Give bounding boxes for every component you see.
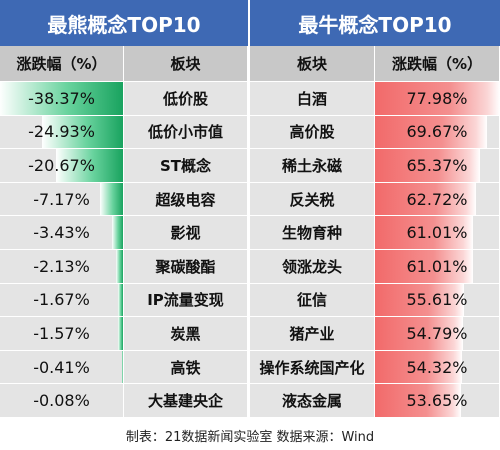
- bull-sector-name: 猪产业: [250, 317, 375, 351]
- bear-change-value: -20.67%: [28, 155, 95, 175]
- bear-sector-name: 超级电容: [124, 182, 248, 217]
- bear-bar: [99, 182, 123, 216]
- bull-sector-name: 领涨龙头: [250, 250, 375, 284]
- bull-change-cell: 62.72%: [375, 182, 500, 217]
- bull-change-cell: 61.01%: [375, 250, 500, 284]
- bear-change-cell: -1.57%: [0, 317, 124, 351]
- bull-change-value: 69.67%: [406, 122, 468, 142]
- bear-sector-name: 炭黑: [124, 317, 248, 351]
- bear-change-cell: -38.37%: [0, 82, 124, 116]
- bear-bar: [116, 250, 123, 283]
- source-footer: 制表：21数据新闻实验室 数据来源：Wind: [0, 420, 500, 450]
- bull-change-value: 54.79%: [406, 323, 468, 343]
- bull-sector-name: 高价股: [250, 115, 375, 150]
- bull-change-cell: 55.61%: [375, 283, 500, 318]
- bear-change-value: -2.13%: [33, 256, 90, 276]
- bear-bar: [117, 283, 123, 317]
- bear-sector-name: IP流量变现: [124, 283, 248, 318]
- bull-title: 最牛概念TOP10: [250, 0, 500, 46]
- bull-change-cell: 65.37%: [375, 149, 500, 183]
- bull-bar: [375, 250, 473, 283]
- bear-change-cell: -24.93%: [0, 115, 124, 150]
- bear-change-cell: -7.17%: [0, 182, 124, 217]
- bear-bar: [56, 149, 123, 182]
- bull-change-value: 65.37%: [406, 155, 468, 175]
- bear-sector-name: 大基建央企: [124, 384, 248, 418]
- bull-change-value: 77.98%: [406, 88, 468, 108]
- bear-change-value: -38.37%: [28, 88, 95, 108]
- bull-change-value: 54.32%: [406, 357, 468, 377]
- bull-change-value: 55.61%: [406, 290, 468, 310]
- bear-change-cell: -0.41%: [0, 350, 124, 385]
- bull-sector-name: 操作系统国产化: [250, 350, 375, 385]
- bull-sector-name: 反关税: [250, 182, 375, 217]
- bull-bar: [375, 149, 480, 182]
- bear-change-cell: -20.67%: [0, 149, 124, 183]
- bear-title: 最熊概念TOP10: [0, 0, 248, 46]
- bear-change-value: -1.57%: [33, 323, 90, 343]
- bull-bar: [375, 182, 476, 216]
- bull-sector-name: 液态金属: [250, 384, 375, 418]
- bear-change-cell: -1.67%: [0, 283, 124, 318]
- bull-sector-name: 白酒: [250, 82, 375, 116]
- bear-change-cell: -3.43%: [0, 216, 124, 250]
- bear-sector-name: 低价小市值: [124, 115, 248, 150]
- bear-bar: [117, 317, 123, 350]
- bear-bar: [111, 216, 123, 249]
- bear-sector-name: 聚碳酸酯: [124, 250, 248, 284]
- bull-bar: [375, 115, 487, 149]
- bear-change-value: -24.93%: [28, 122, 95, 142]
- bear-bar: [0, 82, 123, 115]
- bear-change-value: -7.17%: [33, 189, 90, 209]
- bull-change-cell: 54.32%: [375, 350, 500, 385]
- bear-change-value: -3.43%: [33, 223, 90, 243]
- left-sector-header: 板块: [124, 46, 248, 82]
- bear-change-value: -1.67%: [33, 290, 90, 310]
- bear-sector-name: 高铁: [124, 350, 248, 385]
- bull-sector-name: 稀土永磁: [250, 149, 375, 183]
- bear-bar: [121, 350, 123, 384]
- bull-change-cell: 77.98%: [375, 82, 500, 116]
- left-change-header: 涨跌幅（%）: [0, 46, 124, 82]
- bull-bar: [375, 384, 461, 417]
- bull-change-value: 62.72%: [406, 189, 468, 209]
- right-sector-header: 板块: [250, 46, 375, 82]
- bull-sector-name: 生物育种: [250, 216, 375, 250]
- bull-change-value: 53.65%: [406, 391, 468, 411]
- bear-sector-name: ST概念: [124, 149, 248, 183]
- bull-change-cell: 54.79%: [375, 317, 500, 351]
- bull-bar: [375, 317, 463, 350]
- bull-bar: [375, 216, 473, 249]
- bull-sector-name: 征信: [250, 283, 375, 318]
- bull-change-cell: 69.67%: [375, 115, 500, 150]
- bull-change-cell: 61.01%: [375, 216, 500, 250]
- bull-change-cell: 53.65%: [375, 384, 500, 418]
- bear-change-cell: -2.13%: [0, 250, 124, 284]
- bear-bar: [42, 115, 123, 149]
- right-change-header: 涨跌幅（%）: [375, 46, 500, 82]
- bull-bar: [375, 283, 465, 317]
- bear-change-value: -0.08%: [33, 391, 90, 411]
- bear-change-value: -0.41%: [33, 357, 90, 377]
- bull-bar: [375, 350, 463, 384]
- bull-change-value: 61.01%: [406, 223, 468, 243]
- bull-bar: [375, 82, 500, 115]
- bull-change-value: 61.01%: [406, 256, 468, 276]
- bear-change-cell: -0.08%: [0, 384, 124, 418]
- bear-sector-name: 低价股: [124, 82, 248, 116]
- bear-sector-name: 影视: [124, 216, 248, 250]
